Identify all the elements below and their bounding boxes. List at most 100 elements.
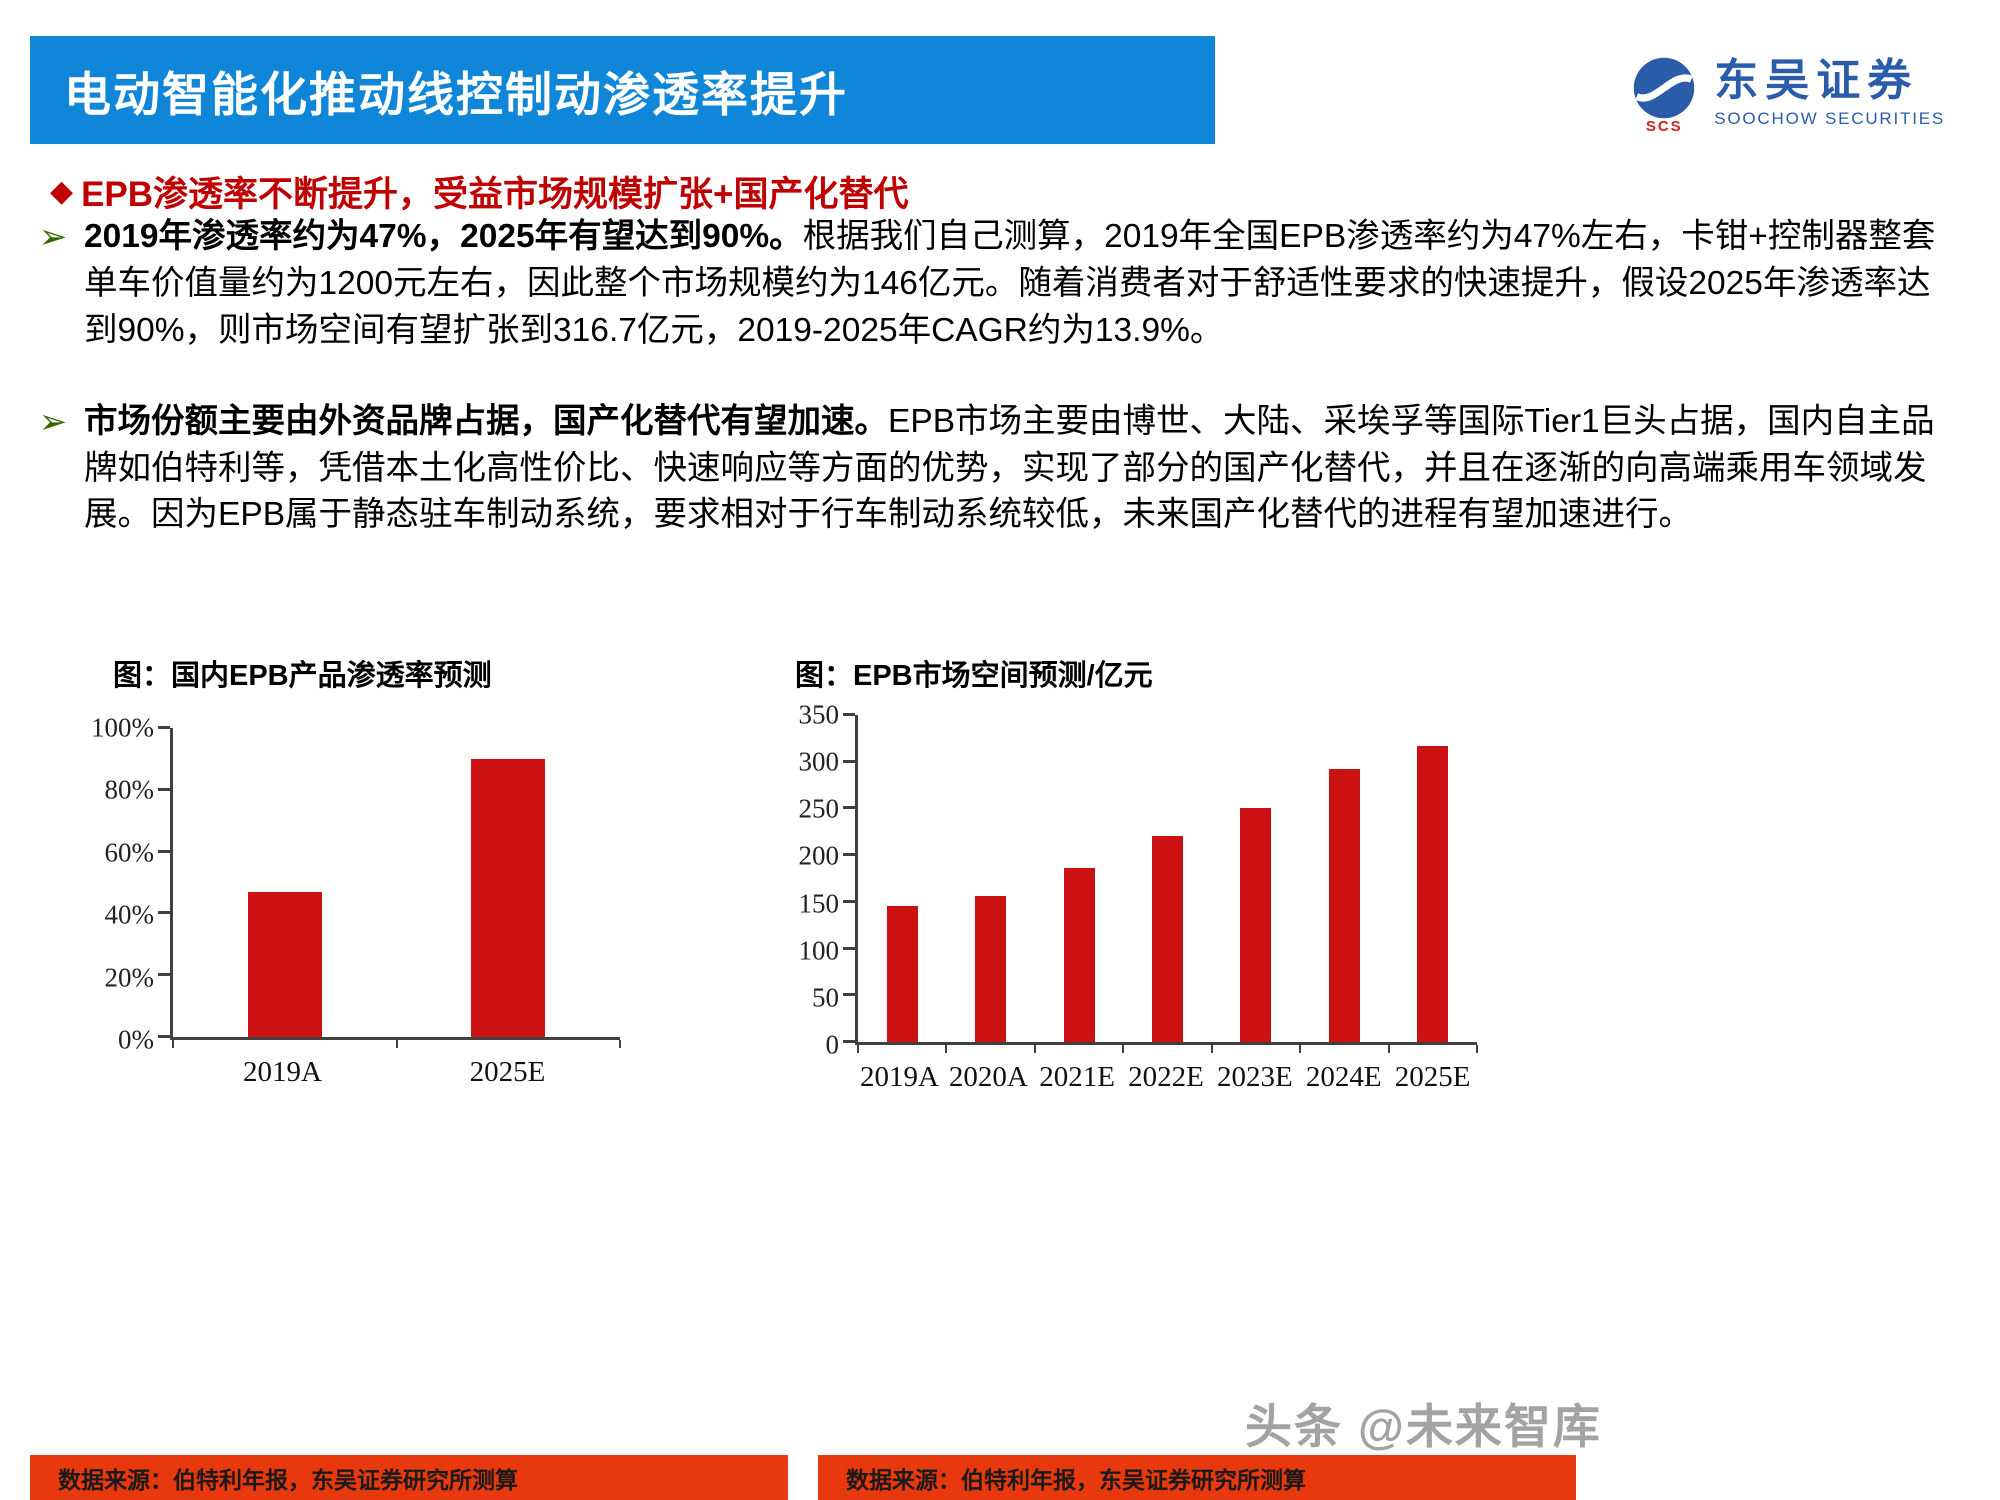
left-chart-y-axis: 0% 20% 40% 60% 80% 100% — [90, 713, 170, 1055]
y-tick-mark — [158, 1035, 170, 1038]
epb-market-size-chart: 0 50 100 150 200 250 300 350 2019A 2020A 2021E 202… — [775, 700, 1478, 1094]
y-tick-label: 150 — [798, 888, 840, 919]
y-tick-mark — [843, 713, 855, 716]
y-tick-label: 50 — [812, 982, 839, 1013]
bullet-paragraph-2: ➢ 市场份额主要由外资品牌占据，国产化替代有望加速。EPB市场主要由博世、大陆、… — [32, 399, 1962, 540]
bar-column — [397, 728, 621, 1037]
bar-column — [1300, 715, 1388, 1042]
bar-column — [1035, 715, 1123, 1042]
watermark: 头条 @未来智库 — [1245, 1400, 1602, 1453]
section-heading: ◆ EPB渗透率不断提升，受益市场规模扩张+国产化替代 — [50, 166, 909, 217]
bullet-list: ➢ 2019年渗透率约为47%，2025年有望达到90%。根据我们自己测算，20… — [32, 214, 1962, 539]
bar-2025E — [471, 758, 546, 1037]
y-tick-label: 80% — [104, 774, 155, 805]
y-tick-label: 40% — [104, 899, 155, 930]
right-chart-x-axis: 2019A 2020A 2021E 2022E 2023E 2024E 2025E — [855, 1061, 1477, 1094]
bullet-text-2: 市场份额主要由外资品牌占据，国产化替代有望加速。EPB市场主要由博世、大陆、采埃… — [84, 399, 1962, 540]
x-tick-mark — [1299, 1045, 1302, 1053]
bullet-lead-2: 市场份额主要由外资品牌占据，国产化替代有望加速。 — [84, 402, 888, 440]
y-tick-label: 300 — [798, 746, 840, 777]
x-tick-label: 2022E — [1128, 1061, 1204, 1093]
y-tick-label: 250 — [798, 793, 840, 824]
bullet-body-2: EPB市场主要由博世、大陆、采埃孚等国际Tier1巨头占据，国内自主品牌如伯特利… — [84, 402, 1935, 534]
section-heading-text: EPB渗透率不断提升，受益市场规模扩张+国产化替代 — [81, 175, 909, 214]
bar-column — [173, 728, 397, 1037]
x-tick-label: 2021E — [1039, 1061, 1115, 1093]
y-tick-label: 200 — [798, 840, 840, 871]
y-tick-label: 60% — [104, 837, 155, 868]
bar-2025E — [1417, 745, 1449, 1042]
x-tick-label: 2019A — [859, 1061, 939, 1093]
bar-column — [1212, 715, 1300, 1042]
x-tick-mark — [172, 1040, 174, 1048]
bar-column — [1123, 715, 1211, 1042]
y-tick-mark — [843, 806, 855, 810]
bar-2021E — [1063, 868, 1095, 1042]
bullet-paragraph-1: ➢ 2019年渗透率约为47%，2025年有望达到90%。根据我们自己测算，20… — [32, 214, 1962, 355]
page-title-bar: 电动智能化推动线控制动渗透率提升 — [30, 36, 1215, 144]
y-tick-label: 20% — [104, 962, 155, 993]
y-tick-label: 0 — [825, 1029, 840, 1060]
x-tick-label: 2020A — [948, 1061, 1028, 1093]
footer-source-left: 数据来源：伯特利年报，东吴证券研究所测算 — [30, 1455, 788, 1500]
right-chart-title: 图：EPB市场空间预测/亿元 — [795, 660, 1153, 692]
x-tick-mark — [1210, 1045, 1213, 1053]
left-chart-title: 图：国内EPB产品渗透率预测 — [113, 660, 492, 692]
left-chart-x-axis: 2019A 2025E — [170, 1056, 620, 1089]
brand-logo: SCS 东吴证券 SOOCHOW SECURITIES — [1628, 52, 1945, 135]
y-tick-mark — [843, 1040, 855, 1043]
y-tick-mark — [158, 726, 170, 729]
left-chart-plot-area — [158, 726, 621, 1048]
arrow-bullet-icon: ➢ — [38, 402, 68, 441]
diamond-bullet-icon: ◆ — [50, 175, 74, 208]
bar-2023E — [1240, 807, 1272, 1042]
y-tick-mark — [843, 899, 855, 903]
x-tick-mark — [1387, 1045, 1390, 1053]
y-tick-mark — [158, 973, 170, 977]
bar-2019A — [247, 891, 322, 1037]
bar-column — [858, 715, 946, 1042]
x-tick-mark — [395, 1040, 398, 1048]
bullet-lead-1: 2019年渗透率约为47%，2025年有望达到90%。 — [84, 218, 803, 255]
left-chart-bars — [173, 728, 620, 1037]
y-tick-label: 0% — [118, 1024, 154, 1055]
soochow-circle-logo-icon — [1634, 57, 1695, 119]
bar-2024E — [1328, 769, 1360, 1042]
bar-2019A — [886, 905, 918, 1042]
brand-text: 东吴证券 SOOCHOW SECURITIES — [1714, 58, 1945, 128]
arrow-bullet-icon: ➢ — [38, 218, 68, 256]
y-tick-mark — [158, 911, 170, 915]
x-tick-label: 2019A — [243, 1056, 322, 1088]
x-tick-mark — [1033, 1045, 1036, 1053]
bar-column — [1389, 715, 1477, 1042]
bullet-body-1: 根据我们自己测算，2019年全国EPB渗透率约为47%左右，卡钳+控制器整套单车… — [84, 218, 1936, 349]
x-tick-label: 2023E — [1217, 1061, 1293, 1093]
footer-source-right: 数据来源：伯特利年报，东吴证券研究所测算 — [818, 1455, 1576, 1500]
right-chart-plot-area — [843, 713, 1478, 1053]
x-tick-label: 2025E — [1394, 1061, 1471, 1093]
y-tick-mark — [843, 759, 855, 763]
y-tick-mark — [843, 993, 855, 997]
page-title: 电动智能化推动线控制动渗透率提升 — [64, 67, 848, 121]
x-tick-label: 2025E — [469, 1056, 546, 1088]
y-tick-label: 350 — [798, 699, 840, 730]
y-tick-mark — [158, 849, 170, 853]
bar-2022E — [1151, 836, 1183, 1042]
x-tick-mark — [619, 1040, 621, 1048]
x-tick-label: 2024E — [1305, 1061, 1382, 1093]
x-tick-mark — [945, 1045, 948, 1053]
bar-2020A — [975, 896, 1007, 1042]
x-tick-mark — [1476, 1045, 1478, 1053]
y-tick-label: 100% — [91, 712, 154, 743]
y-tick-mark — [843, 946, 855, 950]
bar-column — [946, 715, 1034, 1042]
y-tick-label: 100 — [798, 935, 840, 966]
right-chart-y-axis: 0 50 100 150 200 250 300 350 — [775, 700, 855, 1060]
y-tick-mark — [158, 787, 170, 791]
epb-penetration-chart: 0% 20% 40% 60% 80% 100% 2019A 2025E — [90, 713, 621, 1089]
bullet-text-1: 2019年渗透率约为47%，2025年有望达到90%。根据我们自己测算，2019… — [84, 214, 1962, 355]
brand-logo-icon-wrap: SCS — [1628, 52, 1700, 135]
brand-badge: SCS — [1645, 118, 1683, 135]
right-chart-bars — [858, 715, 1477, 1042]
x-tick-mark — [1122, 1045, 1125, 1053]
